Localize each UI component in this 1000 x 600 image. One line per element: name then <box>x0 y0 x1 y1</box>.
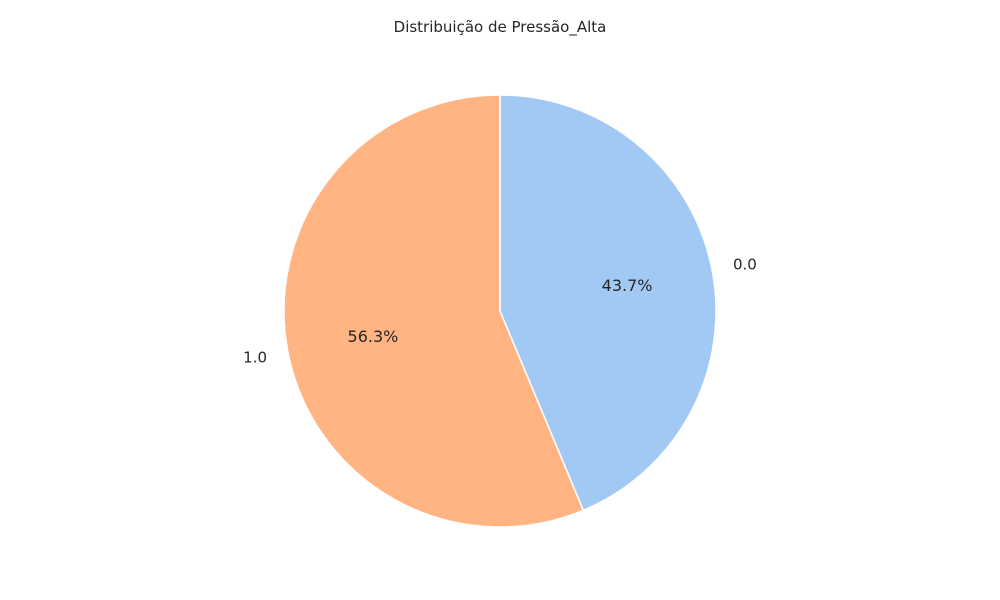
slice-category-label: 1.0 <box>243 349 267 367</box>
chart-title: Distribuição de Pressão_Alta <box>394 18 607 37</box>
slices-layer <box>283 94 717 528</box>
labels-layer: 43.7% 0.0 56.3% 1.0 <box>243 255 757 366</box>
slice-percent-label: 43.7% <box>602 276 653 295</box>
slice-category-label: 0.0 <box>733 255 757 273</box>
pie-slice-0-0 <box>499 94 717 512</box>
slice-percent-label: 56.3% <box>348 327 399 346</box>
pie-slice-1-0 <box>283 94 585 528</box>
